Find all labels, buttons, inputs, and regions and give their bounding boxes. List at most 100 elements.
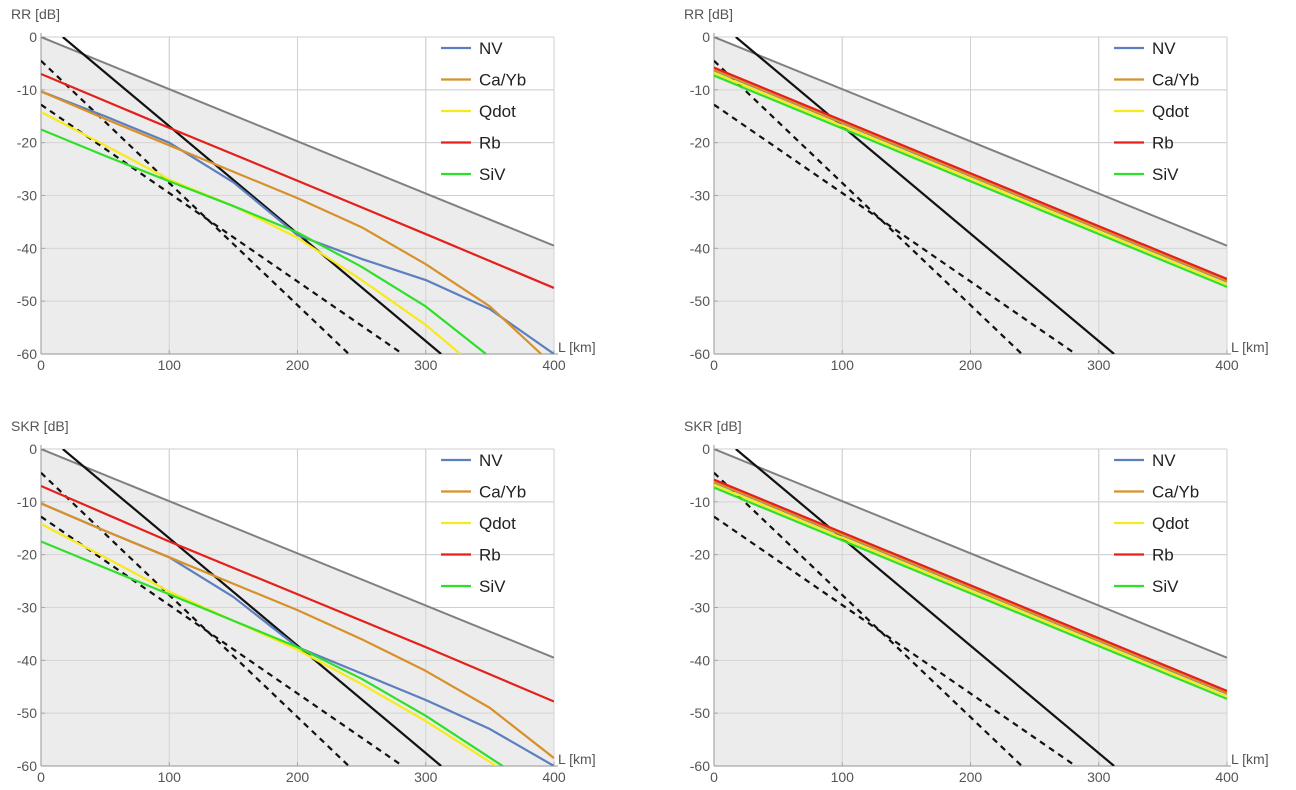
y-tick-label: -50 (17, 705, 37, 721)
plot-area (41, 449, 554, 766)
reference-line-solid (735, 449, 1115, 766)
series-line-rb (714, 66, 1227, 280)
legend: NV Ca/Yb Qdot Rb SiV (441, 39, 526, 184)
legend-label: Qdot (479, 514, 516, 533)
y-axis-label: RR [dB] (11, 6, 60, 22)
x-tick-label: 400 (1215, 357, 1239, 373)
x-tick-label: 400 (1215, 769, 1239, 785)
x-tick-label: 300 (1087, 357, 1111, 373)
series-line-qdot (41, 523, 497, 766)
legend: NV Ca/Yb Qdot Rb SiV (1114, 39, 1199, 184)
legend-label: Qdot (1152, 514, 1189, 533)
y-tick-label: -30 (17, 188, 37, 204)
x-tick-label: 0 (710, 357, 718, 373)
series-line-siv (714, 74, 1227, 288)
chart-panel-1: 0 100 200 300 400 0 -10 -20 -30 -40 -50 -60 RR [dB] L… (11, 6, 596, 373)
plot-area (714, 37, 1227, 354)
y-tick-label: -30 (690, 600, 710, 616)
y-tick-label: -40 (17, 652, 37, 668)
y-tick-label: -60 (690, 346, 710, 362)
series-line-ca-yb (714, 480, 1227, 695)
x-tick-label: 300 (1087, 769, 1111, 785)
legend-label: SiV (479, 577, 506, 596)
reference-line-dashed (41, 59, 350, 354)
reference-line-dashed (714, 103, 1077, 354)
x-tick-label: 0 (710, 769, 718, 785)
y-tick-label: -10 (17, 82, 37, 98)
chart-panel-2: 0 100 200 300 400 0 -10 -20 -30 -40 -50 -60 RR [dB] L… (684, 6, 1269, 373)
x-tick-label: 300 (414, 769, 438, 785)
series-line-rb (41, 484, 554, 703)
y-tick-label: -20 (17, 135, 37, 151)
y-tick-label: -60 (17, 346, 37, 362)
y-tick-label: -60 (690, 758, 710, 774)
y-tick-label: 0 (702, 441, 710, 457)
y-axis-label: SKR [dB] (11, 418, 69, 434)
series-line-ca-yb (714, 68, 1227, 283)
legend-label: NV (479, 39, 503, 58)
y-tick-label: -40 (690, 240, 710, 256)
legend-label: Ca/Yb (1152, 483, 1199, 502)
x-tick-label: 0 (37, 769, 45, 785)
x-tick-label: 200 (286, 357, 310, 373)
y-tick-label: -60 (17, 758, 37, 774)
series-line-siv (714, 486, 1227, 700)
plot-area (714, 449, 1227, 766)
x-tick-label: 0 (37, 357, 45, 373)
x-tick-label: 100 (158, 769, 182, 785)
chart-panel-3: 0 100 200 300 400 0 -10 -20 -30 -40 -50 -60 SKR [dB]… (11, 418, 596, 785)
reference-line-dashed (714, 515, 1077, 766)
y-tick-label: -20 (17, 547, 37, 563)
legend-label: SiV (1152, 577, 1179, 596)
y-tick-label: -50 (690, 293, 710, 309)
legend-label: NV (479, 451, 503, 470)
legend-label: Rb (479, 546, 501, 565)
plot-area (41, 37, 554, 354)
x-axis-label: L [km] (558, 339, 596, 355)
reference-line-dashed (714, 59, 1023, 354)
legend-label: Rb (479, 134, 501, 153)
x-tick-label: 200 (286, 769, 310, 785)
legend-label: Ca/Yb (479, 483, 526, 502)
x-tick-label: 200 (959, 357, 983, 373)
series-line-qdot (714, 71, 1227, 286)
reference-line-solid (62, 449, 442, 766)
series-line-qdot (41, 111, 462, 354)
legend-label: Qdot (1152, 102, 1189, 121)
reference-line-dashed (714, 471, 1023, 766)
series-line-rb (41, 72, 554, 289)
legend: NV Ca/Yb Qdot Rb SiV (441, 451, 526, 596)
series-line-qdot (714, 483, 1227, 698)
y-tick-label: -10 (690, 82, 710, 98)
reference-line-solid (62, 37, 442, 354)
legend-label: SiV (479, 165, 506, 184)
bound-line (41, 449, 554, 659)
reference-line-dashed (41, 515, 404, 766)
y-tick-label: 0 (702, 29, 710, 45)
legend-label: Ca/Yb (1152, 71, 1199, 90)
x-tick-label: 400 (542, 769, 566, 785)
legend-label: NV (1152, 451, 1176, 470)
reference-line-solid (735, 37, 1115, 354)
legend-label: Ca/Yb (479, 71, 526, 90)
x-tick-label: 200 (959, 769, 983, 785)
bound-line (714, 37, 1227, 247)
y-tick-label: 0 (29, 29, 37, 45)
series-line-nv (41, 90, 554, 354)
y-tick-label: -10 (690, 494, 710, 510)
y-tick-label: -20 (690, 135, 710, 151)
reference-line-dashed (41, 103, 404, 354)
legend-label: NV (1152, 39, 1176, 58)
legend: NV Ca/Yb Qdot Rb SiV (1114, 451, 1199, 596)
series-line-rb (714, 478, 1227, 692)
y-tick-label: -40 (17, 240, 37, 256)
series-line-ca-yb (41, 90, 542, 354)
y-tick-label: -20 (690, 547, 710, 563)
reference-line-dashed (41, 471, 350, 766)
legend-label: Rb (1152, 134, 1174, 153)
y-tick-label: -10 (17, 494, 37, 510)
x-tick-label: 100 (831, 357, 855, 373)
series-line-ca-yb (41, 502, 554, 759)
bound-line (41, 37, 554, 247)
